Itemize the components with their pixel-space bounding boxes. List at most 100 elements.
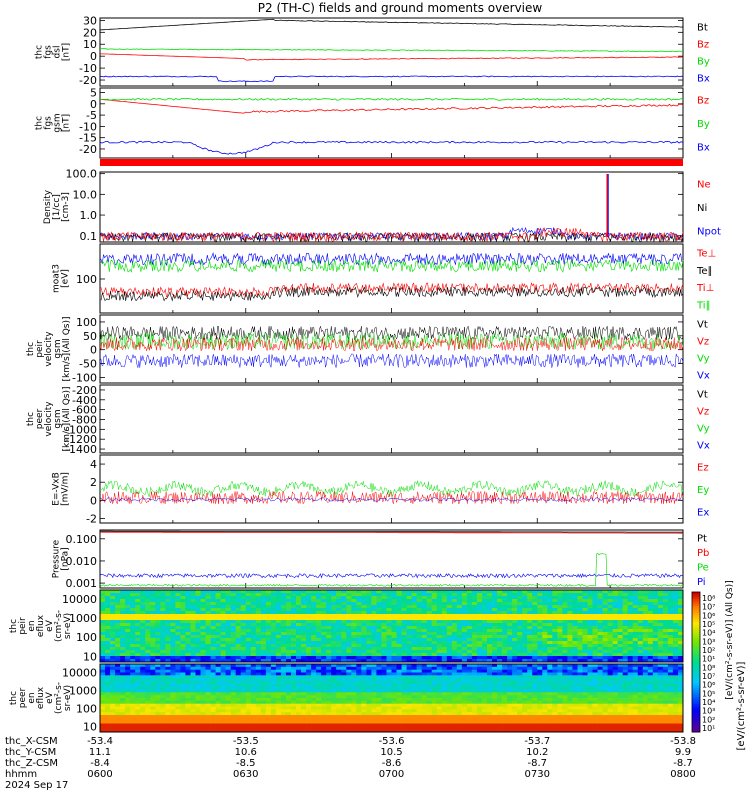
spec-cell (311, 666, 317, 670)
spec-cell (346, 641, 352, 645)
y-tick-label: 0.100 (66, 533, 98, 546)
spec-cell (245, 729, 252, 733)
spec-cell (286, 626, 292, 630)
spec-cell (612, 614, 618, 618)
spec-cell (250, 656, 257, 660)
spec-cell (522, 629, 528, 633)
spec-cell (421, 723, 428, 727)
y-label-line: moat3 (52, 264, 62, 293)
spec-cell (366, 653, 372, 657)
spec-cell (522, 602, 528, 606)
spec-cell (522, 659, 528, 663)
spec-cell (341, 709, 347, 713)
spec-cell (255, 659, 262, 663)
spec-cell (552, 599, 558, 603)
spec-cell (497, 590, 503, 594)
spec-cell (185, 675, 191, 679)
spec-cell (165, 659, 171, 663)
spec-cell (376, 617, 382, 621)
spec-cell (487, 620, 493, 624)
spec-cell (552, 620, 558, 624)
spec-cell (165, 641, 171, 645)
spec-cell (351, 659, 357, 663)
spec-cell (396, 672, 402, 676)
y-label: thc peer velocity gsm [km/s](All Qs)] (26, 386, 72, 451)
spec-cell (316, 659, 322, 663)
spec-cell (492, 620, 498, 624)
spec-cell (346, 635, 352, 639)
spec-cell (105, 672, 111, 676)
spec-cell (552, 638, 558, 642)
spec-cell (341, 723, 347, 727)
spec-cell (678, 638, 684, 642)
spec-cell (280, 644, 287, 648)
spec-cell (552, 608, 558, 612)
spec-cell (391, 635, 397, 639)
spec-cell (441, 706, 448, 710)
spec-cell (637, 599, 644, 603)
spec-cell (150, 617, 156, 621)
spec-cell (145, 723, 151, 727)
spec-cell (476, 681, 483, 685)
spec-cell (205, 700, 211, 704)
spec-cell (592, 611, 598, 615)
y-tick-label: 100 (76, 703, 97, 716)
spec-cell (130, 656, 136, 660)
spec-cell (301, 723, 307, 727)
spec-cell (125, 629, 131, 633)
spec-cell (260, 664, 267, 668)
spec-cell (210, 623, 216, 627)
spec-cell (200, 686, 206, 690)
spec-cell (421, 683, 428, 687)
spec-cell (200, 653, 206, 657)
spec-cell (411, 617, 417, 621)
spec-cell (165, 681, 171, 685)
spec-cell (301, 644, 307, 648)
spec-cell (115, 681, 121, 685)
spec-cell (155, 698, 161, 702)
spec-cell (356, 626, 362, 630)
spec-cell (522, 632, 528, 636)
spec-cell (341, 692, 347, 696)
spec-cell (155, 605, 161, 609)
spec-cell (376, 611, 382, 615)
spec-cell (532, 650, 538, 654)
spec-cell (652, 614, 659, 618)
spec-cell (637, 644, 644, 648)
spec-cell (552, 629, 558, 633)
spec-cell (431, 617, 438, 621)
spec-cell (306, 681, 312, 685)
spec-cell (426, 678, 433, 682)
y-label-line: [nT] (62, 43, 72, 61)
spec-cell (647, 611, 654, 615)
spec-cell (155, 656, 161, 660)
spec-cell (421, 720, 428, 724)
spec-cell (130, 686, 136, 690)
spec-cell (316, 641, 322, 645)
spec-cell (130, 709, 136, 713)
spec-cell (205, 599, 211, 603)
spec-cell (190, 706, 196, 710)
spec-cell (145, 726, 151, 730)
spec-cell (401, 669, 407, 673)
spec-cell (341, 590, 347, 594)
spec-cell (456, 599, 463, 603)
spec-cell (386, 669, 392, 673)
spec-cell (466, 614, 473, 618)
spec-cell (230, 675, 237, 679)
spec-cell (195, 620, 201, 624)
spec-cell (456, 653, 463, 657)
spec-cell (220, 681, 226, 685)
spec-cell (255, 698, 262, 702)
spec-cell (306, 593, 312, 597)
spec-cell (200, 626, 206, 630)
spec-cell (321, 644, 327, 648)
spec-cell (336, 669, 342, 673)
spec-cell (416, 672, 422, 676)
spec-cell (180, 638, 186, 642)
spec-cell (240, 635, 247, 639)
spec-cell (180, 632, 186, 636)
spec-cell (200, 700, 206, 704)
spec-cell (542, 641, 548, 645)
spec-cell (301, 626, 307, 630)
